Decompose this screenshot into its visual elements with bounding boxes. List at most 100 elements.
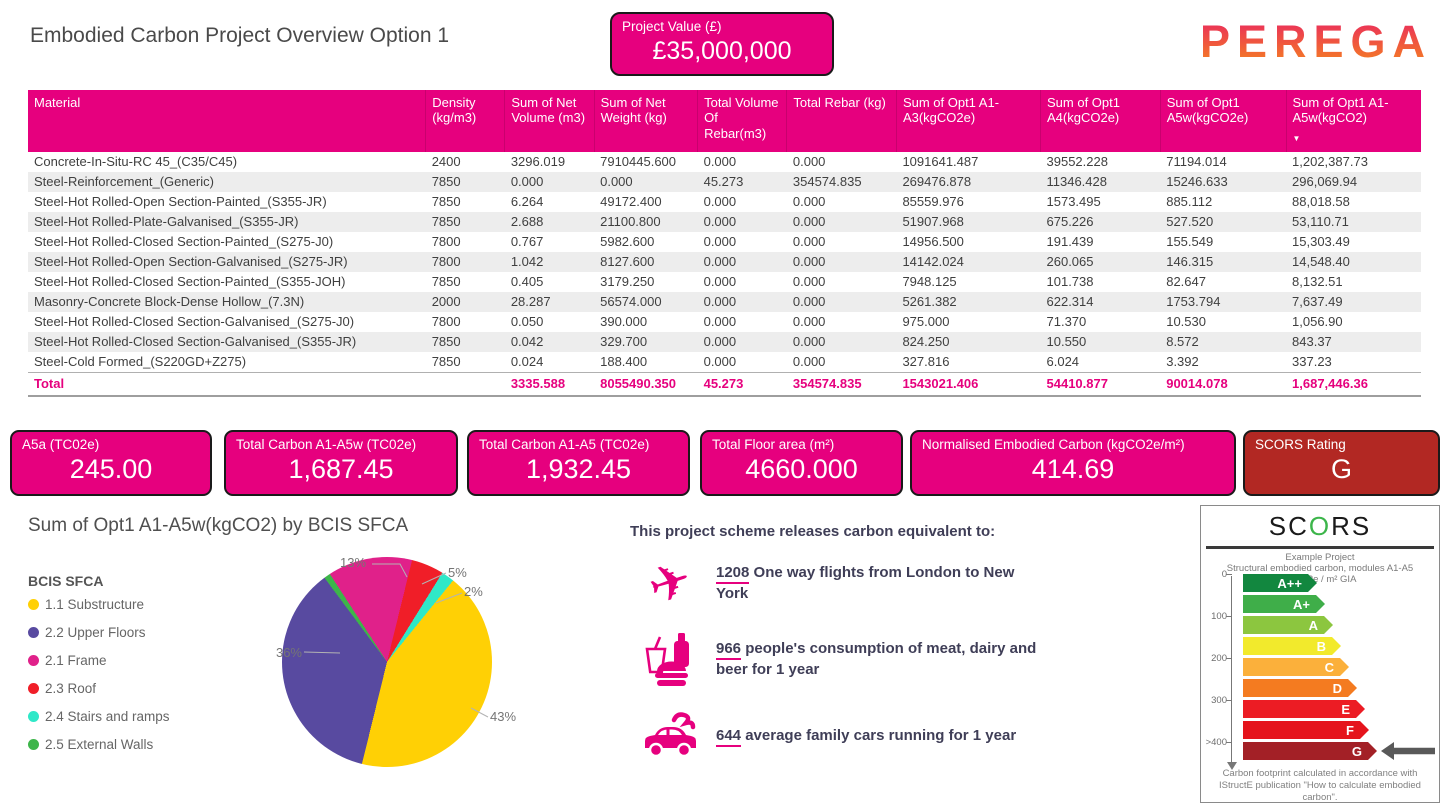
value-cell: 8.572	[1166, 334, 1199, 349]
kpi-card[interactable]: Total Carbon A1-A5 (TC02e) 1,932.45	[467, 430, 690, 496]
value-cell: 11346.428	[1046, 174, 1108, 189]
total-value-cell: 1,687,446.36	[1286, 372, 1421, 397]
scors-subtitle-line: Structural embodied carbon, modules A1-A…	[1226, 563, 1414, 574]
value-cell: 14,548.40	[1292, 254, 1350, 269]
pie-data-label: 36%	[275, 645, 302, 660]
kpi-label: Total Floor area (m²)	[712, 437, 835, 452]
scors-title-letter: O	[1308, 511, 1332, 541]
legend-item[interactable]: 2.5 External Walls	[28, 737, 170, 752]
kpi-value: 1,687.45	[288, 454, 394, 484]
column-header[interactable]: Sum of Opt1 A4(kgCO2e)	[1040, 90, 1161, 152]
total-value-cell: 1543021.406	[896, 372, 1041, 397]
table-row[interactable]: Steel-Hot Rolled-Closed Section-Painted_…	[28, 232, 1421, 252]
column-header[interactable]: Sum of Opt1 A5w(kgCO2e)	[1160, 90, 1287, 152]
column-header[interactable]: Total Rebar (kg)	[786, 90, 897, 152]
value-cell: 1,056.90	[1292, 314, 1343, 329]
total-value-cell: 3335.588	[504, 372, 595, 397]
scors-band-f: F	[1243, 721, 1369, 739]
scors-footer: Carbon footprint calculated in accordanc…	[1219, 768, 1421, 803]
value-cell: 8,132.51	[1292, 274, 1343, 289]
pie-data-label: 2%	[464, 584, 483, 599]
kpi-card[interactable]: Total Carbon A1-A5w (TC02e) 1,687.45	[224, 430, 458, 496]
total-value-cell: 45.273	[697, 372, 787, 397]
kpi-card[interactable]: SCORS Rating G	[1243, 430, 1440, 496]
legend-item[interactable]: 2.2 Upper Floors	[28, 625, 170, 640]
value-cell: 0.000	[703, 254, 737, 269]
value-cell: 6.264	[510, 194, 544, 209]
materials-table: Material Density (kg/m3) Sum of Net Volume…	[28, 90, 1421, 397]
legend-item[interactable]: 1.1 Substructure	[28, 597, 170, 612]
material-cell: Concrete-In-Situ-RC 45_(C35/C45)	[34, 154, 238, 169]
scors-band-a: A	[1243, 616, 1333, 634]
pie-data-label: 13%	[340, 555, 367, 570]
equivalent-number: 1208	[716, 564, 750, 584]
legend-item[interactable]: 2.1 Frame	[28, 653, 170, 668]
total-value-cell: 54410.877	[1040, 372, 1161, 397]
legend-items: 1.1 Substructure 2.2 Upper Floors 2.1 Fram…	[28, 597, 170, 752]
legend-swatch	[28, 599, 39, 610]
sort-descending-icon[interactable]: ▼	[1292, 133, 1301, 143]
value-cell: 0.000	[792, 214, 826, 229]
table-row[interactable]: Steel-Hot Rolled-Closed Section-Galvanis…	[28, 332, 1421, 352]
value-cell: 0.405	[510, 274, 544, 289]
project-value-card[interactable]: Project Value (£) £35,000,000	[610, 12, 834, 76]
value-cell: 0.000	[703, 234, 737, 249]
equivalent-number: 644	[716, 726, 742, 747]
value-cell: 6.024	[1046, 354, 1080, 369]
scors-tick-label: >400	[1205, 737, 1227, 748]
kpi-label: Total Carbon A1-A5w (TC02e)	[236, 437, 417, 452]
table-row[interactable]: Steel-Hot Rolled-Open Section-Galvanised…	[28, 252, 1421, 272]
total-value-cell: 90014.078	[1160, 372, 1287, 397]
legend-item[interactable]: 2.4 Stairs and ramps	[28, 709, 170, 724]
pie-chart[interactable]	[282, 557, 492, 767]
column-header[interactable]: Sum of Opt1 A1-A5w(kgCO2) ▼	[1286, 90, 1421, 152]
value-cell: 28.287	[510, 294, 551, 309]
value-cell: 5982.600	[600, 234, 655, 249]
value-cell: 21100.800	[600, 214, 661, 229]
table-row[interactable]: Steel-Hot Rolled-Closed Section-Galvanis…	[28, 312, 1421, 332]
legend-item[interactable]: 2.3 Roof	[28, 681, 170, 696]
column-header[interactable]: Sum of Net Volume (m3)	[504, 90, 595, 152]
table-row[interactable]: Steel-Hot Rolled-Open Section-Painted_(S…	[28, 192, 1421, 212]
material-cell: Steel-Hot Rolled-Closed Section-Galvanis…	[34, 334, 357, 349]
value-cell: 2000	[431, 294, 461, 309]
plane-icon: ✈	[641, 548, 699, 618]
value-cell: 7850	[431, 194, 461, 209]
material-cell: Steel-Hot Rolled-Open Section-Painted_(S…	[34, 194, 327, 209]
column-header[interactable]: Total Volume Of Rebar(m3)	[697, 90, 788, 152]
value-cell: 2.688	[510, 214, 544, 229]
value-cell: 7800	[431, 254, 461, 269]
table-row[interactable]: Steel-Reinforcement_(Generic) 7850 0.000 0.…	[28, 172, 1421, 192]
table-row[interactable]: Concrete-In-Situ-RC 45_(C35/C45) 2400 3296…	[28, 152, 1421, 172]
value-cell: 0.000	[792, 234, 826, 249]
table-row[interactable]: Steel-Cold Formed_(S220GD+Z275) 7850 0.024…	[28, 352, 1421, 373]
column-header[interactable]: Sum of Net Weight (kg)	[594, 90, 699, 152]
column-header[interactable]: Density (kg/m3)	[425, 90, 506, 152]
material-cell: Steel-Cold Formed_(S220GD+Z275)	[34, 354, 247, 369]
scors-tick-mark	[1226, 658, 1232, 659]
column-header[interactable]: Material	[28, 90, 427, 152]
table-row[interactable]: Steel-Hot Rolled-Plate-Galvanised_(S355-…	[28, 212, 1421, 232]
value-cell: 71.370	[1046, 314, 1087, 329]
legend-swatch	[28, 655, 39, 666]
value-cell: 1753.794	[1166, 294, 1221, 309]
value-cell: 15246.633	[1166, 174, 1228, 189]
value-cell: 3179.250	[600, 274, 655, 289]
value-cell: 329.700	[600, 334, 648, 349]
scors-tick-label: 100	[1211, 611, 1227, 622]
pie-data-label: 5%	[448, 565, 467, 580]
table-row[interactable]: Steel-Hot Rolled-Closed Section-Painted_…	[28, 272, 1421, 292]
value-cell: 1.042	[510, 254, 544, 269]
kpi-card[interactable]: A5a (TC02e) 245.00	[10, 430, 212, 496]
pie-legend: BCIS SFCA 1.1 Substructure 2.2 Upper Floo…	[28, 573, 170, 765]
value-cell: 7,637.49	[1292, 294, 1343, 309]
scors-tick-mark	[1226, 574, 1232, 575]
kpi-card[interactable]: Total Floor area (m²) 4660.000	[700, 430, 903, 496]
kpi-card[interactable]: Normalised Embodied Carbon (kgCO2e/m²) 41…	[910, 430, 1236, 496]
value-cell: 7850	[431, 334, 461, 349]
value-cell: 2400	[431, 154, 461, 169]
kpi-label: A5a (TC02e)	[22, 437, 100, 452]
table-row[interactable]: Masonry-Concrete Block-Dense Hollow_(7.3…	[28, 292, 1421, 312]
column-header[interactable]: Sum of Opt1 A1-A3(kgCO2e)	[896, 90, 1042, 152]
